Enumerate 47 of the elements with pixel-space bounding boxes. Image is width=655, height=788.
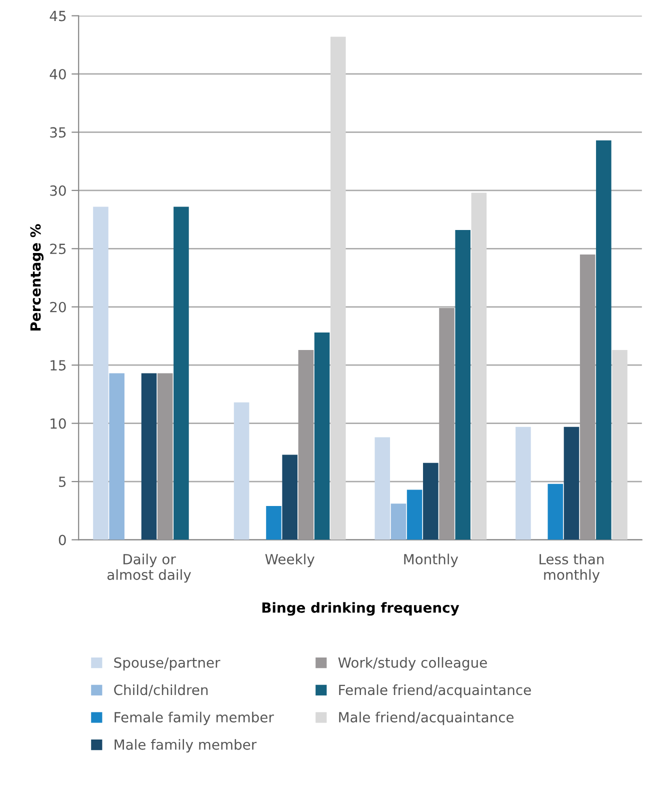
bar xyxy=(596,140,612,540)
bar xyxy=(314,332,330,540)
bar xyxy=(174,206,189,540)
bar xyxy=(516,426,531,540)
y-tick-label: 35 xyxy=(50,127,66,138)
bar xyxy=(612,350,628,540)
bar xyxy=(439,308,454,540)
legend-label: Child/children xyxy=(114,684,208,696)
y-tick-label: 25 xyxy=(50,244,66,254)
y-tick-label: 15 xyxy=(50,360,66,371)
legend-label: Male family member xyxy=(114,739,257,753)
legend-label: Female family member xyxy=(114,712,274,726)
y-tick-label: 30 xyxy=(50,185,66,196)
legend-label: Female friend/acquaintance xyxy=(339,684,531,698)
bar xyxy=(266,506,282,540)
bar xyxy=(548,484,564,540)
bar xyxy=(471,192,487,540)
bar xyxy=(406,490,422,540)
x-axis-title: Binge drinking frequency xyxy=(262,602,460,616)
x-tick-label: Weekly xyxy=(265,554,314,568)
bar xyxy=(423,462,438,540)
legend-label: Spouse/partner xyxy=(114,657,220,671)
bar xyxy=(564,426,580,540)
bar xyxy=(298,350,314,540)
bar xyxy=(330,36,346,540)
y-tick-label: 0 xyxy=(58,534,66,546)
bar xyxy=(580,254,596,540)
y-tick-label: 20 xyxy=(50,302,66,312)
legend-label: Male friend/acquaintance xyxy=(339,712,514,726)
x-tick-label: Daily or almost daily xyxy=(107,554,191,583)
x-tick-label: Monthly xyxy=(404,554,458,568)
y-tick-label: 5 xyxy=(59,476,66,488)
x-tick-label: Less than monthly xyxy=(540,554,604,583)
y-tick-label: 10 xyxy=(50,418,66,429)
bar xyxy=(374,437,390,540)
y-tick-label: 45 xyxy=(50,10,66,22)
legend-label: Work/study colleague xyxy=(338,657,487,671)
bar xyxy=(390,504,406,540)
bar xyxy=(455,230,470,540)
bar xyxy=(282,454,298,540)
bar xyxy=(93,206,108,540)
bar xyxy=(109,373,124,540)
bar xyxy=(234,402,250,540)
y-tick-label: 40 xyxy=(50,68,66,80)
y-axis-title: Percentage % xyxy=(30,224,44,331)
bar xyxy=(141,373,157,540)
bar xyxy=(157,373,173,540)
